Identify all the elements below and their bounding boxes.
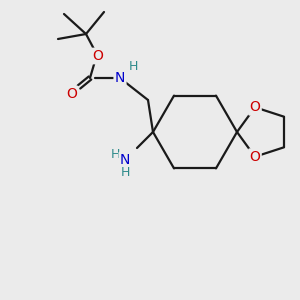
Text: H: H	[110, 148, 120, 160]
Text: O: O	[250, 100, 260, 114]
Text: H: H	[120, 166, 130, 178]
Text: H: H	[128, 61, 138, 74]
Text: N: N	[115, 71, 125, 85]
Text: O: O	[93, 49, 104, 63]
Text: O: O	[67, 87, 77, 101]
Text: N: N	[120, 153, 130, 167]
Text: O: O	[250, 150, 260, 164]
